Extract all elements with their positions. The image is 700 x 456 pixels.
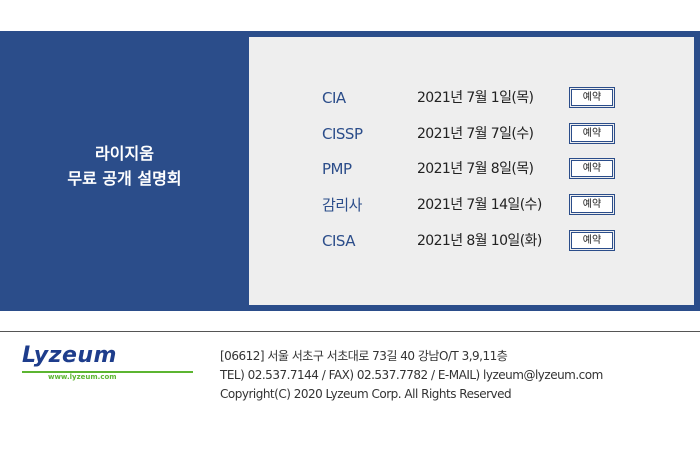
logo-wordmark: Lyzeum: [22, 343, 117, 368]
footer-address: [06612] 서울 서초구 서초대로 73길 40 강남O/T 3,9,11층: [220, 349, 508, 363]
footer-contact: TEL) 02.537.7144 / FAX) 02.537.7782 / E-…: [220, 368, 603, 382]
course-name: CISSP: [322, 125, 363, 143]
reserve-button-pmp[interactable]: 예약: [569, 158, 615, 179]
banner-title-line2: 무료 공개 설명회: [67, 169, 182, 188]
banner-title: 라이지움 무료 공개 설명회: [0, 141, 249, 191]
schedule-row-cissp: CISSP 2021년 7월 7일(수) 예약: [249, 123, 694, 145]
logo-underline: [22, 371, 193, 373]
reserve-button-cia[interactable]: 예약: [569, 87, 615, 108]
course-name: PMP: [322, 160, 352, 178]
session-date: 2021년 7월 14일(수): [417, 197, 542, 213]
schedule-row-pmp: PMP 2021년 7월 8일(목) 예약: [249, 158, 694, 180]
seminar-banner: 라이지움 무료 공개 설명회 CIA 2021년 7월 1일(목) 예약 CIS…: [0, 31, 700, 311]
footer-info: [06612] 서울 서초구 서초대로 73길 40 강남O/T 3,9,11층…: [220, 347, 603, 404]
schedule-row-cisa: CISA 2021년 8월 10일(화) 예약: [249, 230, 694, 252]
course-name: CIA: [322, 89, 346, 107]
reserve-button-cissp[interactable]: 예약: [569, 123, 615, 144]
session-date: 2021년 7월 8일(목): [417, 161, 534, 177]
footer-divider: [0, 331, 700, 332]
schedule-row-cia: CIA 2021년 7월 1일(목) 예약: [249, 87, 694, 109]
course-name: CISA: [322, 232, 355, 250]
session-date: 2021년 8월 10일(화): [417, 233, 542, 249]
schedule-row-auditor: 감리사 2021년 7월 14일(수) 예약: [249, 194, 694, 216]
reserve-button-auditor[interactable]: 예약: [569, 194, 615, 215]
footer-copyright: Copyright(C) 2020 Lyzeum Corp. All Right…: [220, 387, 512, 401]
session-date: 2021년 7월 7일(수): [417, 126, 534, 142]
lyzeum-logo[interactable]: Lyzeum www.lyzeum.com: [22, 343, 197, 388]
logo-url: www.lyzeum.com: [48, 373, 117, 381]
schedule-panel: CIA 2021년 7월 1일(목) 예약 CISSP 2021년 7월 7일(…: [249, 37, 694, 305]
course-name: 감리사: [322, 196, 362, 214]
reserve-button-cisa[interactable]: 예약: [569, 230, 615, 251]
banner-title-line1: 라이지움: [95, 144, 154, 163]
session-date: 2021년 7월 1일(목): [417, 90, 534, 106]
